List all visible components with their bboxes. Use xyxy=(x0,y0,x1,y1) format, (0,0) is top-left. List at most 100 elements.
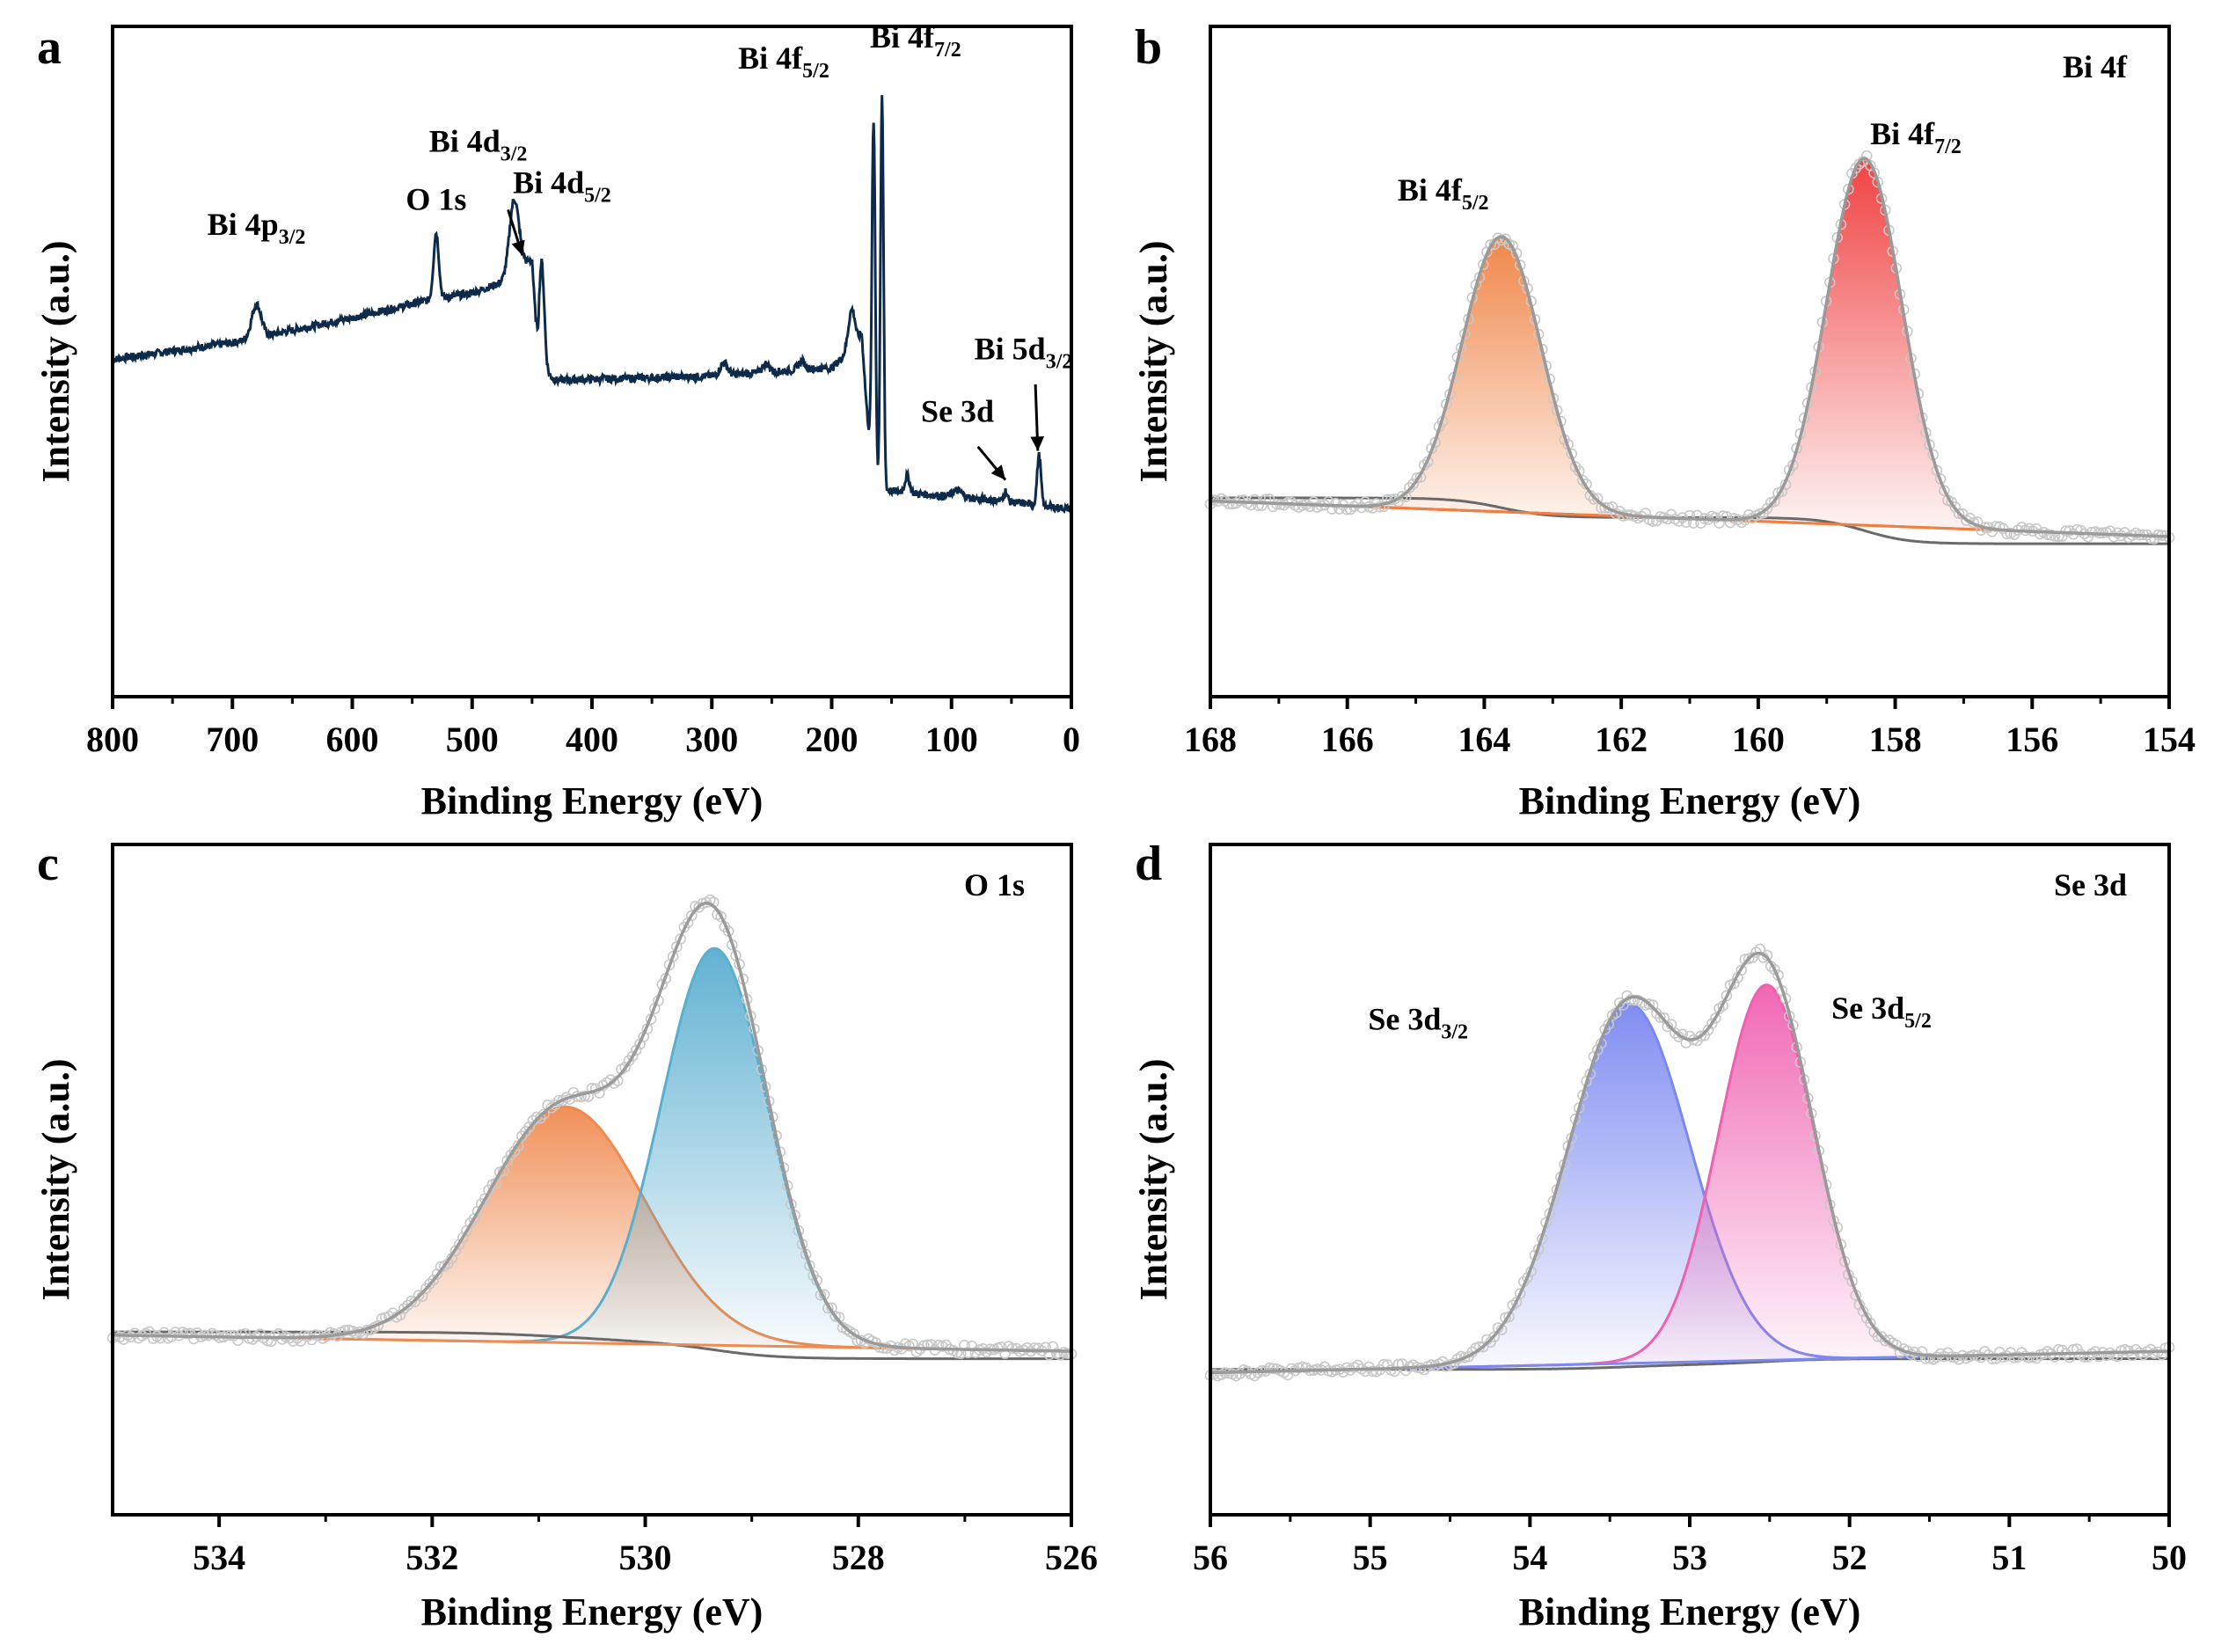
panel-c-raw-data-point xyxy=(1028,1342,1041,1354)
panel-d-raw-data-point xyxy=(1669,1027,1681,1039)
panel-d-raw-data-point xyxy=(1399,1364,1412,1377)
panel-d-raw-data-point xyxy=(2016,1347,2028,1358)
panel-d-raw-data-point xyxy=(2023,1352,2035,1363)
panel-d-raw-data-point xyxy=(1769,963,1780,976)
panel-d-letter: d xyxy=(1135,837,1162,891)
panel-a: a 800 700 600 500 400 300 200 100 0 Bi 4p3/2O 1s… xyxy=(34,19,1080,822)
panel-d-component-fill xyxy=(1210,984,2169,1373)
panel-a-y-axis-label: Intensity (a.u.) xyxy=(34,240,77,482)
panel-c-raw-data-point xyxy=(1006,1342,1019,1355)
panel-b-peak-label: Bi 4f5/2 xyxy=(1398,172,1489,215)
panel-a-x-tick-label: 500 xyxy=(446,720,499,759)
peak-label-main: Bi 4f xyxy=(738,40,803,76)
peak-label-main: Bi 5d xyxy=(975,332,1046,367)
panel-a-x-tick-label: 800 xyxy=(86,720,139,759)
panel-b-x-tick-label: 160 xyxy=(1732,720,1785,759)
panel-b-raw-data-point xyxy=(1253,500,1264,512)
panel-b-raw-data-point xyxy=(1238,494,1249,506)
panel-c-raw-data-point xyxy=(996,1341,1007,1353)
panel-c-x-tick-label: 530 xyxy=(619,1538,672,1577)
panel-c-x-ticks: 534 532 530 528 526 xyxy=(193,1515,1098,1577)
panel-c-raw-data-point xyxy=(427,1275,440,1286)
panel-d-raw-data-point xyxy=(1710,1012,1721,1024)
panel-c-raw-data-point xyxy=(630,1044,642,1056)
panel-b-raw-data-point xyxy=(2060,525,2072,537)
panel-a-peak-label: Bi 4f7/2 xyxy=(870,19,961,62)
peak-label-subscript: 3/2 xyxy=(501,143,528,165)
panel-a-x-tick-label: 200 xyxy=(806,720,859,759)
panel-b-x-axis-label: Binding Energy (eV) xyxy=(1519,779,1861,822)
panel-d-x-tick-label: 51 xyxy=(1991,1538,2027,1577)
panel-a-x-tick-label: 100 xyxy=(925,720,978,759)
panel-c-raw-data-point xyxy=(449,1245,462,1257)
panel-c-raw-data-point xyxy=(877,1342,889,1354)
panel-a-peak-label: Bi 4d5/2 xyxy=(513,165,611,208)
panel-d-x-axis-label: Binding Energy (eV) xyxy=(1519,1590,1861,1634)
panel-c-corner-label: O 1s xyxy=(964,867,1025,903)
panel-b-raw-data-point xyxy=(2108,530,2120,543)
panel-b-x-tick-label: 166 xyxy=(1321,720,1374,759)
panel-c-plot-area xyxy=(106,894,1078,1361)
panel-b-raw-data-point xyxy=(1330,497,1341,509)
panel-a-x-tick-label: 400 xyxy=(566,720,618,759)
peak-label-main: Se 3d xyxy=(1368,1001,1441,1036)
panel-c-x-tick-label: 528 xyxy=(832,1538,885,1577)
panel-b-annotations: Bi 4f5/2 Bi 4f7/2 xyxy=(1398,116,1962,215)
panel-c-raw-data-point xyxy=(221,1329,233,1341)
panel-b-component-line xyxy=(1209,235,2169,538)
panel-d-x-tick-label: 56 xyxy=(1193,1538,1228,1577)
panel-d-raw-data-point xyxy=(1268,1363,1279,1375)
panel-c: c 534 532 530 528 526 O 1s Binding Energy (e… xyxy=(34,837,1098,1634)
panel-d-raw-data-point xyxy=(2137,1349,2149,1361)
peak-label-subscript: 5/2 xyxy=(802,60,829,83)
panel-c-raw-data-point xyxy=(180,1327,193,1340)
panel-b-raw-data-point xyxy=(2075,524,2086,537)
panel-d-raw-data-point xyxy=(1514,1288,1526,1299)
panel-a-peak-label: Bi 5d3/2 xyxy=(975,332,1073,374)
panel-c-raw-data-point xyxy=(667,951,679,962)
panel-d-raw-data-point xyxy=(1655,1012,1666,1023)
panel-b-raw-data-point xyxy=(1591,493,1604,504)
panel-b-raw-data-point xyxy=(1953,508,1965,520)
peak-label-main: Bi 4d xyxy=(429,123,501,158)
panel-d: d 56 55 54 53 52 51 50 Se 3d3/2Se 3d5/2 Se 3d … xyxy=(1132,837,2187,1634)
panel-b-frame xyxy=(1209,25,2171,698)
panel-c-raw-data-point xyxy=(557,1094,568,1107)
panel-c-raw-data-point xyxy=(398,1303,410,1314)
panel-d-raw-data-point xyxy=(2145,1343,2157,1356)
panel-c-raw-data-point xyxy=(626,1050,639,1062)
panel-c-envelope-line xyxy=(113,901,1072,1353)
panel-a-arrow-head xyxy=(511,239,525,256)
panel-b-raw-data-point xyxy=(2042,529,2053,541)
panel-a-x-tick-label: 700 xyxy=(206,720,259,759)
panel-c-raw-data-point xyxy=(715,910,727,923)
panel-b-x-tick-label: 168 xyxy=(1184,720,1237,759)
peak-label-main: Se 3d xyxy=(1831,990,1904,1026)
panel-b-raw-data-point xyxy=(1249,493,1260,506)
panel-b-raw-data-point xyxy=(1334,503,1345,515)
panel-b-x-tick-label: 156 xyxy=(2006,720,2058,759)
panel-c-raw-data-point xyxy=(261,1334,274,1347)
panel-a-frame xyxy=(111,25,1073,698)
panel-d-component-fill xyxy=(1210,1004,2169,1373)
peak-label-subscript: 7/2 xyxy=(1934,135,1962,158)
panel-c-raw-data-point xyxy=(538,1108,550,1120)
panel-a-x-tick-label: 300 xyxy=(685,720,738,759)
panel-b-component-line xyxy=(1209,157,2169,538)
panel-d-raw-data-point xyxy=(1234,1368,1246,1379)
panel-a-x-axis-label: Binding Energy (eV) xyxy=(421,779,764,822)
peak-label-main: Bi 4f xyxy=(870,19,935,55)
peak-label-subscript: 3/2 xyxy=(279,226,306,249)
peak-label-subscript: 5/2 xyxy=(1904,1010,1932,1033)
panel-c-raw-data-point xyxy=(409,1296,421,1308)
panel-b-raw-data-point xyxy=(1485,238,1496,251)
panel-b-raw-data-point xyxy=(1404,481,1415,493)
panel-d-plot-area xyxy=(1204,943,2175,1382)
panel-a-peak-label: Bi 4d3/2 xyxy=(429,123,528,165)
panel-d-raw-data-point xyxy=(1367,1365,1378,1378)
peak-label-main: Bi 4f xyxy=(1870,116,1935,151)
panel-b-corner-label: Bi 4f xyxy=(2063,49,2128,84)
panel-c-y-axis-label: Intensity (a.u.) xyxy=(34,1058,77,1300)
panel-b-raw-data-point xyxy=(1396,490,1408,502)
